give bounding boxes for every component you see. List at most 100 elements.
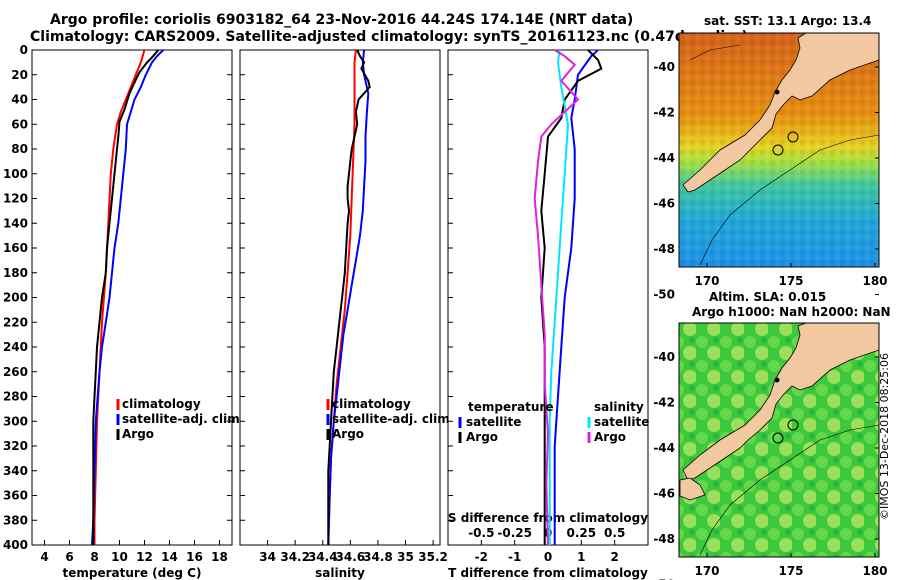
map-ytick-label-50: -50: [653, 288, 675, 302]
map-axes: 170 175 180 -40 -42 -44 -46 -48 -50 170 175 180 -40 -…: [653, 60, 887, 580]
xtick-label-14: 14: [161, 550, 178, 564]
xtick-label-34-6: 34.6: [336, 550, 366, 564]
xtick-label-4: 4: [40, 550, 48, 564]
salinity-plot-area: [239, 49, 441, 546]
xtick-label-2: 2: [610, 550, 618, 564]
differences-xlabel: T difference from climatology: [448, 566, 648, 580]
map-ytick-label-42: -42: [653, 396, 675, 410]
ytick-label-140: 140: [3, 216, 28, 230]
series-satellite-adj-clim: [327, 49, 370, 546]
ytick-label-380: 380: [3, 513, 28, 527]
series-s-argo: [533, 49, 580, 546]
ytick-label-240: 240: [3, 340, 28, 354]
legend-label-satellite-adj-clim: satellite-adj. clim.: [122, 412, 244, 426]
map-ytick-label-46: -46: [653, 487, 675, 501]
xtick-label-18: 18: [211, 550, 228, 564]
map-xtick-label-175: 175: [778, 564, 803, 578]
ytick-label-280: 280: [3, 390, 28, 404]
legend-label-climatology: climatology: [122, 397, 201, 411]
ytick-label-160: 160: [3, 241, 28, 255]
legend-label-t-satellite: satellite: [466, 415, 521, 429]
legend-header-temperature: temperature: [468, 400, 553, 414]
sla-map: [678, 322, 880, 558]
map-xtick-label-170: 170: [694, 274, 719, 288]
xtick-label-34-4: 34.4: [308, 550, 338, 564]
xtick-label-10: 10: [111, 550, 128, 564]
xtick-label-12: 12: [136, 550, 153, 564]
legend-label-argo: Argo: [122, 427, 154, 441]
series-argo: [327, 49, 371, 545]
xtick-label-16: 16: [186, 550, 203, 564]
argo-float-marker-sla: [774, 377, 780, 383]
s-diff-tick-label-0-5: -0.5: [468, 526, 494, 540]
map-ytick-label-40: -40: [653, 350, 675, 364]
temperature-plot-area: [31, 49, 233, 546]
legend-label-s-argo: Argo: [594, 430, 626, 444]
s-diff-tick-label-0-5: 0.5: [604, 526, 625, 540]
series-s-satellite: [548, 49, 570, 545]
ytick-label-320: 320: [3, 439, 28, 453]
series-t-satellite: [553, 49, 599, 545]
xtick-label-6: 6: [65, 550, 73, 564]
map-xtick-label-180: 180: [862, 564, 887, 578]
xtick-label-2: -2: [475, 550, 488, 564]
sst-map-title: sat. SST: 13.1 Argo: 13.4: [704, 14, 872, 28]
map-xtick-label-180: 180: [862, 274, 887, 288]
ytick-label-340: 340: [3, 464, 28, 478]
ytick-label-300: 300: [3, 414, 28, 428]
ytick-label-60: 60: [11, 117, 28, 131]
new-zealand-land-sla: [682, 322, 880, 481]
map-ytick-label-42: -42: [653, 106, 675, 120]
ytick-label-40: 40: [11, 93, 28, 107]
sst-map: [678, 32, 880, 268]
ytick-label-200: 200: [3, 291, 28, 305]
map-xtick-label-170: 170: [694, 564, 719, 578]
legend-label-argo: Argo: [332, 427, 364, 441]
sla-map-title-line1: Altim. SLA: 0.015: [709, 290, 827, 304]
xtick-label-34-2: 34.2: [280, 550, 310, 564]
ytick-label-80: 80: [11, 142, 28, 156]
xtick-label-35: 35: [397, 550, 414, 564]
chart-title-line1: Argo profile: coriolis 6903182_64 23-Nov…: [50, 12, 634, 28]
map-ytick-label-46: -46: [653, 197, 675, 211]
chart-title-line2: Climatology: CARS2009. Satellite-adjuste…: [30, 29, 748, 45]
temperature-xlabel: temperature (deg C): [63, 566, 202, 580]
map-ytick-label-48: -48: [653, 242, 675, 256]
ytick-label-220: 220: [3, 315, 28, 329]
xtick-label-34-8: 34.8: [363, 550, 393, 564]
map-ytick-label-40: -40: [653, 60, 675, 74]
series-argo: [92, 49, 160, 545]
ytick-label-360: 360: [3, 489, 28, 503]
legend-header-salinity: salinity: [594, 400, 644, 414]
series-t-argo: [540, 49, 603, 545]
differences-plot-area: [447, 49, 649, 546]
series-satellite-adj-clim: [91, 49, 165, 546]
xtick-label-8: 8: [90, 550, 98, 564]
argo-float-marker: [774, 89, 780, 95]
xtick-label-0: 0: [544, 550, 552, 564]
map-ytick-label-44: -44: [653, 151, 675, 165]
s-diff-tick-label-0-25: -0.25: [497, 526, 532, 540]
legend-label-s-satellite: satellite: [594, 415, 649, 429]
legend-label-satellite-adj-clim: satellite-adj. clim.: [332, 412, 454, 426]
map-ytick-label-50: -50: [653, 578, 675, 580]
new-zealand-land: [682, 32, 880, 193]
sla-map-title-line2: Argo h1000: NaN h2000: NaN: [692, 305, 891, 319]
ytick-label-260: 260: [3, 365, 28, 379]
s-diff-tick-label-0-25: 0.25: [567, 526, 597, 540]
map-xtick-label-175: 175: [778, 274, 803, 288]
xtick-label-34: 34: [259, 550, 276, 564]
salinity-panel: 34 34.234.434.634.8 35 35.2 salinity climatol…: [239, 49, 454, 580]
ytick-label-120: 120: [3, 192, 28, 206]
ytick-label-180: 180: [3, 266, 28, 280]
ytick-label-20: 20: [11, 68, 28, 82]
ytick-label-400: 400: [3, 538, 28, 552]
map-ytick-label-44: -44: [653, 441, 675, 455]
ytick-label-0: 0: [20, 43, 28, 57]
legend-label-t-argo: Argo: [466, 430, 498, 444]
ytick-label-100: 100: [3, 167, 28, 181]
series-climatology: [93, 49, 146, 545]
legend-label-climatology: climatology: [332, 397, 411, 411]
